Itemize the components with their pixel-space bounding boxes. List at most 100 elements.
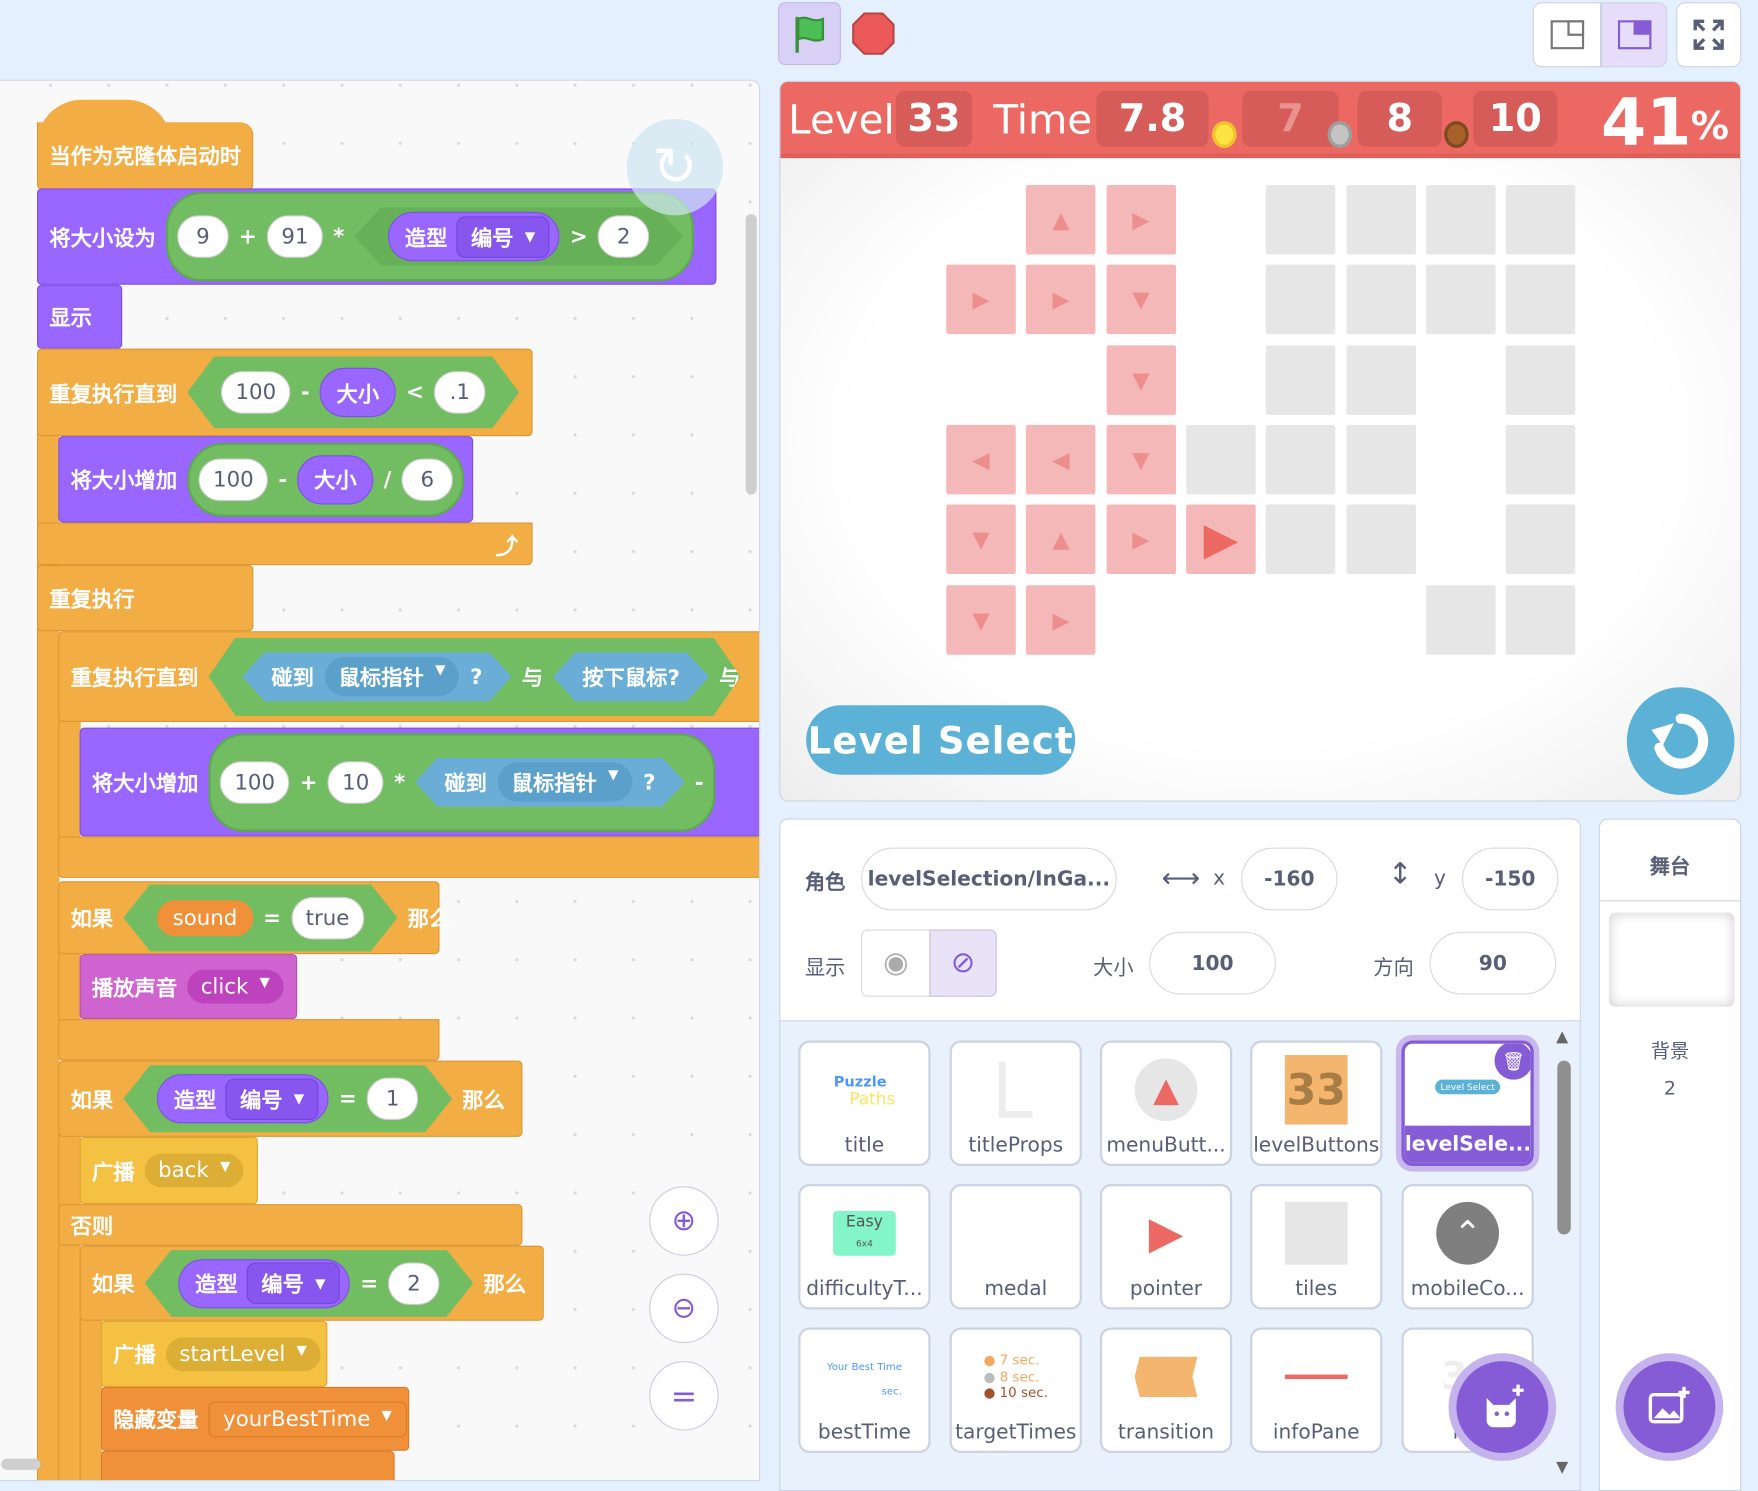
and-operator[interactable]: 碰到 鼠标指针 ▼ ? 与 按下鼠标? 与	[209, 637, 741, 715]
stage-canvas[interactable]: Level 33 Time 7.8 7 8 10 41 % ▲ ▶ ▶ ▶ ▼ ▼ ◀ ◀ ▼ ▼…	[779, 80, 1742, 802]
text-input[interactable]: true	[291, 896, 364, 939]
equals-operator[interactable]: 造型 编号 ▼ = 2	[145, 1250, 474, 1317]
touching-reporter[interactable]: 碰到 鼠标指针 ▼ ?	[415, 757, 684, 806]
change-size-block[interactable]: 将大小增加 100 - 大小 / 6	[58, 436, 474, 523]
variable-dropdown[interactable]: yourBestTime ▼	[208, 1400, 407, 1437]
size-reporter[interactable]: 大小	[320, 368, 396, 417]
touching-reporter[interactable]: 碰到 鼠标指针 ▼ ?	[242, 652, 511, 701]
sound-variable-reporter[interactable]: sound	[157, 900, 253, 936]
sprite-card[interactable]: infoPane	[1250, 1327, 1383, 1454]
add-backdrop-button[interactable]	[1623, 1361, 1716, 1454]
stop-button[interactable]	[852, 12, 895, 55]
hide-variable-block[interactable]: 隐藏变量 yourBestTime ▼	[100, 1386, 410, 1451]
y-input[interactable]: -150	[1462, 847, 1559, 911]
sprite-card[interactable]: Your Best Time sec. bestTime	[798, 1327, 931, 1454]
y-arrows-icon: ↕	[1388, 857, 1413, 892]
sprite-card[interactable]: medal	[949, 1183, 1082, 1310]
greater-than-operator[interactable]: 造型 编号 ▼ > 2	[354, 207, 683, 265]
touching-target-dropdown[interactable]: 鼠标指针 ▼	[325, 657, 459, 696]
add-sprite-button[interactable]	[1456, 1361, 1549, 1454]
message-dropdown[interactable]: startLevel ▼	[165, 1336, 321, 1371]
sprite-card[interactable]: ▶ pointer	[1099, 1183, 1233, 1310]
small-stage-button[interactable]	[1532, 2, 1602, 68]
backdrop-thumbnail[interactable]	[1608, 912, 1735, 1007]
show-visible-button[interactable]: ◉	[861, 929, 931, 997]
message-dropdown[interactable]: back ▼	[144, 1153, 244, 1188]
zoom-in-button[interactable]: ⊕	[649, 1186, 719, 1256]
mouse-down-reporter[interactable]: 按下鼠标?	[553, 652, 709, 701]
zoom-out-button[interactable]: ⊖	[649, 1273, 719, 1344]
when-clone-start-hat[interactable]: 当作为克隆体启动时	[36, 122, 254, 190]
repeat-until-block[interactable]: 重复执行直到 100 - 大小 < .1	[36, 348, 533, 437]
divide-operator[interactable]: 100 - 大小 / 6	[187, 442, 465, 517]
large-stage-button[interactable]	[1601, 2, 1668, 68]
add-operator[interactable]: 9 + 91 * 造型 编号 ▼ > 2	[165, 191, 695, 282]
repeat-until-block-2[interactable]: 重复执行直到 碰到 鼠标指针 ▼ ? 与 按下鼠标? 与	[58, 631, 760, 723]
sprite-card[interactable]: ▲ menuButt...	[1099, 1040, 1233, 1167]
number-input[interactable]: .1	[434, 371, 486, 414]
number-input[interactable]: 91	[266, 215, 324, 258]
multiply-operator[interactable]: 91 * 造型 编号 ▼ > 2	[266, 207, 684, 266]
sprite-card[interactable]: 33 levelButtons	[1250, 1040, 1383, 1167]
play-sound-block[interactable]: 播放声音 click ▼	[79, 954, 298, 1020]
costume-field-dropdown[interactable]: 编号 ▼	[225, 1078, 318, 1119]
equals-operator[interactable]: sound = true	[123, 884, 397, 951]
broadcast-block-2[interactable]: 广播 startLevel ▼	[100, 1320, 328, 1387]
set-size-block[interactable]: 将大小设为 9 + 91 * 造型 编号 ▼ > 2	[36, 188, 717, 285]
sprite-card[interactable]: Level Select levelSele... 🗑	[1401, 1040, 1534, 1167]
level-select-button[interactable]: Level Select	[806, 705, 1076, 775]
costume-reporter[interactable]: 造型 编号 ▼	[178, 1259, 350, 1308]
show-hidden-button[interactable]: ⊘	[929, 929, 997, 997]
scroll-down-icon[interactable]: ▼	[1556, 1458, 1569, 1477]
if-block-2[interactable]: 如果 造型 编号 ▼ = 2 那么	[79, 1245, 544, 1321]
green-flag-button[interactable]	[778, 2, 841, 66]
number-input[interactable]: 100	[221, 371, 291, 414]
block-label: 重复执行直到	[70, 665, 199, 691]
vertical-scrollbar[interactable]	[745, 214, 757, 495]
sprite-card[interactable]: transition	[1099, 1327, 1233, 1454]
sprite-card[interactable]: titleProps	[949, 1040, 1082, 1167]
fullscreen-button[interactable]	[1676, 2, 1742, 68]
sprite-list-scrollbar[interactable]	[1557, 1060, 1571, 1235]
delete-sprite-button[interactable]: 🗑	[1494, 1043, 1531, 1080]
show-block[interactable]: 显示	[36, 284, 123, 349]
scroll-up-icon[interactable]: ▲	[1556, 1028, 1569, 1047]
number-input[interactable]: 2	[598, 215, 650, 258]
number-input[interactable]: 100	[198, 457, 269, 501]
sound-dropdown[interactable]: click ▼	[187, 969, 284, 1004]
sprite-card[interactable]: tiles	[1250, 1183, 1383, 1310]
if-else-block[interactable]: 如果 造型 编号 ▼ = 1 那么	[58, 1060, 523, 1137]
costume-field-dropdown[interactable]: 编号 ▼	[456, 216, 549, 257]
sprite-card[interactable]: ⌃ mobileCo...	[1401, 1183, 1534, 1310]
number-input[interactable]: 100	[219, 760, 290, 804]
costume-reporter[interactable]: 造型 编号 ▼	[388, 212, 560, 261]
x-input[interactable]: -160	[1241, 847, 1338, 911]
code-workspace[interactable]: 当作为克隆体启动时 将大小设为 9 + 91 * 造型 编号 ▼ > 2 显示 重…	[0, 79, 761, 1482]
direction-input[interactable]: 90	[1429, 931, 1557, 995]
number-input[interactable]: 1	[367, 1077, 419, 1120]
add-operator[interactable]: 100 + 10 * 碰到 鼠标指针 ▼ ? -	[208, 732, 715, 832]
size-input[interactable]: 100	[1149, 931, 1276, 995]
sprite-card[interactable]: ● 7 sec. ● 8 sec. ● 10 sec. targetTimes	[949, 1327, 1082, 1454]
size-reporter[interactable]: 大小	[297, 454, 374, 504]
sprite-name-input[interactable]: levelSelection/InGa...	[861, 847, 1117, 911]
number-input[interactable]: 9	[177, 215, 229, 258]
number-input[interactable]: 2	[388, 1262, 440, 1305]
restart-button[interactable]	[1626, 687, 1735, 795]
if-block[interactable]: 如果 sound = true 那么	[58, 881, 450, 955]
broadcast-block[interactable]: 广播 back ▼	[79, 1136, 258, 1205]
number-input[interactable]: 10	[327, 760, 384, 804]
touching-target-dropdown[interactable]: 鼠标指针 ▼	[498, 762, 632, 801]
forever-block[interactable]: 重复执行	[36, 565, 254, 632]
change-size-block-2[interactable]: 将大小增加 100 + 10 * 碰到 鼠标指针 ▼ ? -	[79, 727, 760, 837]
horizontal-scrollbar[interactable]	[1, 1458, 41, 1470]
number-input[interactable]: 6	[401, 457, 454, 501]
costume-reporter[interactable]: 造型 编号 ▼	[157, 1074, 329, 1123]
zoom-reset-button[interactable]: =	[649, 1361, 719, 1431]
equals-operator[interactable]: 造型 编号 ▼ = 1	[123, 1065, 452, 1132]
sprite-card[interactable]: Puzzle Paths title	[798, 1040, 931, 1167]
variable-block-partial[interactable]	[100, 1450, 395, 1480]
less-than-operator[interactable]: 100 - 大小 < .1	[187, 357, 519, 429]
costume-field-dropdown[interactable]: 编号 ▼	[247, 1262, 340, 1303]
sprite-card[interactable]: Easy 6x4 difficultyT...	[798, 1183, 931, 1310]
